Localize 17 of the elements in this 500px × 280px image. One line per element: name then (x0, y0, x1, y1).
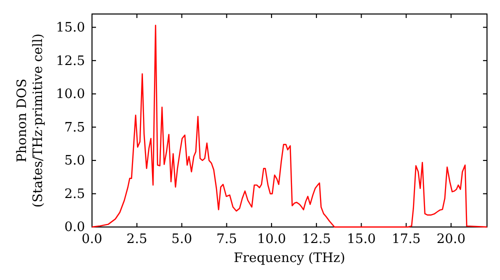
y-tick-label: 12.5 (56, 54, 85, 69)
x-tick-label: 20.0 (436, 232, 466, 248)
x-axis-title: Frequency (THz) (234, 251, 346, 266)
x-tick-label: 15.0 (346, 232, 376, 248)
y-axis-title: Phonon DOS (States/THz·primitive cell) (15, 33, 46, 208)
x-tick-label: 10.0 (257, 232, 286, 248)
y-tick-label: 15.0 (56, 20, 85, 36)
x-tick-label: 7.5 (216, 232, 238, 248)
x-tick-label: 12.5 (302, 232, 331, 248)
y-tick-label: 10.0 (56, 87, 85, 102)
line-series (91, 24, 488, 228)
x-tick-label: 2.5 (126, 232, 148, 248)
y-tick-label: 7.5 (64, 120, 85, 136)
x-tick-label: 17.5 (392, 232, 421, 248)
y-tick-label: 2.5 (64, 186, 85, 202)
x-tick-label: 5.0 (171, 232, 192, 248)
y-tick-label: 5.0 (64, 154, 85, 169)
